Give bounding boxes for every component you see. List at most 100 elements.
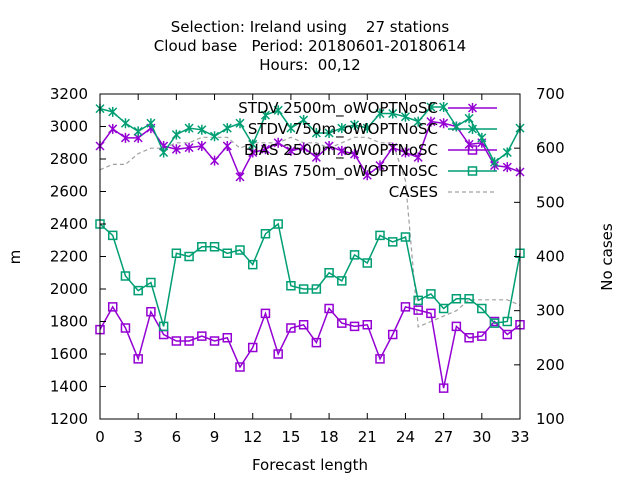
data-point xyxy=(489,318,500,328)
data-point xyxy=(438,383,449,393)
data-point xyxy=(375,160,385,171)
data-point xyxy=(311,128,321,138)
data-point xyxy=(286,281,296,291)
legend-marker xyxy=(467,145,478,155)
data-point xyxy=(247,342,258,353)
data-point xyxy=(159,147,169,158)
data-point xyxy=(158,321,169,332)
data-point xyxy=(260,229,271,239)
data-point xyxy=(133,285,143,296)
y2-axis-label: No cases xyxy=(598,223,616,291)
y2-tick-label: 200 xyxy=(536,356,565,374)
data-point xyxy=(299,115,309,125)
legend: STDV 2500m_oWOPTNoSC STDV 750m_oWOPTNoSC B… xyxy=(238,99,497,201)
y2-tick-label: 100 xyxy=(536,410,565,428)
data-point xyxy=(451,294,462,304)
data-point xyxy=(273,219,283,229)
data-point xyxy=(362,320,373,330)
data-point xyxy=(222,248,233,258)
data-point xyxy=(311,284,322,294)
data-point xyxy=(133,354,143,364)
data-point xyxy=(235,362,245,372)
data-point xyxy=(350,119,360,130)
data-point xyxy=(337,123,347,134)
data-point xyxy=(388,142,398,153)
y2-tick-label: 400 xyxy=(536,248,565,266)
data-point xyxy=(349,250,360,260)
data-point xyxy=(197,331,207,341)
data-point xyxy=(273,105,283,116)
y-tick-label: 3000 xyxy=(50,118,88,136)
series-4 xyxy=(99,136,521,328)
data-point xyxy=(120,323,131,333)
y-tick-label: 2000 xyxy=(50,280,88,298)
data-point xyxy=(490,157,500,168)
data-point xyxy=(426,116,436,127)
data-point xyxy=(107,302,118,312)
data-point xyxy=(438,303,449,314)
data-point xyxy=(210,155,220,166)
x-tick-label: 15 xyxy=(281,428,300,446)
data-point xyxy=(387,237,398,247)
data-point xyxy=(184,123,194,134)
data-point xyxy=(311,337,322,348)
data-point xyxy=(502,316,513,327)
data-point xyxy=(260,144,270,155)
data-point xyxy=(439,118,449,129)
y-tick-label: 2600 xyxy=(50,183,88,201)
title-line-1: Selection: Ireland using 27 stations xyxy=(171,18,450,36)
data-point xyxy=(362,123,372,134)
legend-label: BIAS 2500m_oWOPTNoSC xyxy=(244,141,438,160)
data-point xyxy=(413,295,423,306)
data-point xyxy=(286,145,296,156)
data-point xyxy=(362,258,373,268)
data-point xyxy=(362,170,372,181)
legend-label: STDV 750m_oWOPTNoSC xyxy=(248,120,438,139)
data-point xyxy=(324,141,334,151)
data-point xyxy=(375,354,385,364)
x-tick-label: 9 xyxy=(210,428,220,446)
data-point xyxy=(464,333,474,343)
data-point xyxy=(337,145,347,156)
y-axis-label: m xyxy=(6,250,24,265)
series-line xyxy=(99,120,521,179)
data-point xyxy=(375,108,385,119)
legend-label: BIAS 750m_oWOPTNoSC xyxy=(254,162,438,181)
data-point xyxy=(286,323,296,333)
data-point xyxy=(107,230,118,241)
y2-tick-label: 300 xyxy=(536,302,565,320)
y-tick-label: 2400 xyxy=(50,215,88,233)
y-tick-label: 1200 xyxy=(50,410,88,428)
data-point xyxy=(413,152,423,163)
data-point xyxy=(502,162,512,173)
data-point xyxy=(235,245,245,255)
data-point xyxy=(247,259,258,270)
title-line-2: Cloud base Period: 20180601-20180614 xyxy=(154,37,466,55)
series-0 xyxy=(95,116,525,182)
data-point xyxy=(184,251,194,262)
data-point xyxy=(209,336,220,346)
data-point xyxy=(235,118,245,129)
y-tick-label: 2800 xyxy=(50,150,88,168)
data-point xyxy=(235,171,245,182)
data-point xyxy=(222,141,232,151)
y-tick-label: 2200 xyxy=(50,248,88,266)
data-point xyxy=(273,137,283,148)
data-point xyxy=(222,333,233,343)
data-point xyxy=(299,142,309,153)
data-point xyxy=(120,271,131,281)
data-point xyxy=(426,308,436,319)
data-point xyxy=(133,126,143,137)
series-3 xyxy=(95,219,525,332)
x-tick-label: 24 xyxy=(396,428,415,446)
data-point xyxy=(337,276,347,286)
chart-title: Selection: Ireland using 27 stations Clo… xyxy=(154,18,466,74)
series-layer xyxy=(95,102,525,393)
x-tick-label: 3 xyxy=(133,428,143,446)
x-axis: 0 3 6 9 12 15 18 21 24 27 30 33 xyxy=(95,94,530,446)
data-point xyxy=(477,303,487,314)
data-point xyxy=(222,123,232,134)
data-point xyxy=(413,305,423,315)
y2-tick-label: 500 xyxy=(536,193,565,211)
